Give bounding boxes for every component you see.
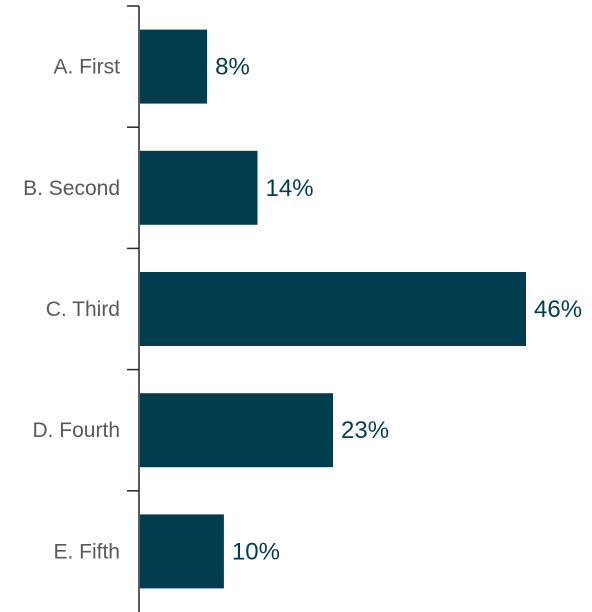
data-label-c-third: 46% <box>534 296 582 323</box>
bar-a-first <box>140 29 208 104</box>
category-label-b-second: B. Second <box>23 177 120 200</box>
category-label-d-fourth: D. Fourth <box>32 419 120 442</box>
category-label-c-third: C. Third <box>46 298 120 321</box>
bar-c-third <box>140 272 526 346</box>
bars-group <box>140 29 526 589</box>
data-label-e-fifth: 10% <box>232 538 280 565</box>
category-labels-group: A. First B. Second C. Third D. Fourth E. Fif… <box>23 56 120 564</box>
category-axis <box>127 5 140 612</box>
data-label-b-second: 14% <box>266 175 314 202</box>
bar-d-fourth <box>140 393 333 468</box>
data-label-d-fourth: 23% <box>341 417 389 444</box>
bar-b-second <box>140 150 258 225</box>
data-label-a-first: 8% <box>215 54 250 81</box>
data-labels-group: 8% 14% 46% 23% 10% <box>215 54 582 566</box>
category-label-a-first: A. First <box>54 56 121 79</box>
category-label-e-fifth: E. Fifth <box>53 540 120 563</box>
bar-e-fifth <box>140 514 224 589</box>
